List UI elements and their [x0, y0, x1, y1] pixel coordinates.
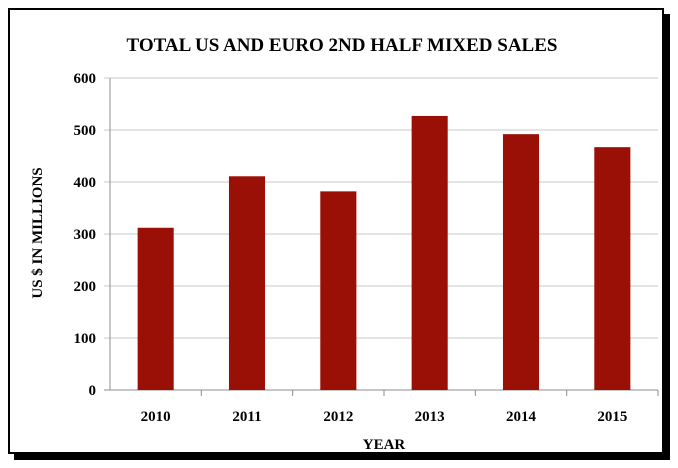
x-tick-labels: 2010 2011 2012 2013 2014 2015	[141, 390, 659, 425]
x-tick-label: 2013	[415, 409, 445, 425]
bar-2010	[137, 227, 174, 390]
y-tick-label: 200	[74, 279, 97, 295]
chart-title: TOTAL US AND EURO 2ND HALF MIXED SALES	[127, 35, 558, 56]
y-tick-label: 500	[74, 123, 97, 139]
bar-2015	[594, 147, 631, 390]
x-tick-label: 2012	[323, 409, 353, 425]
y-tick-label: 400	[74, 175, 97, 191]
bar-2012	[320, 191, 357, 390]
x-axis-label: YEAR	[363, 437, 406, 453]
bar-2013	[411, 115, 448, 391]
y-tick-label: 0	[89, 383, 97, 399]
x-tick-label: 2010	[141, 409, 171, 425]
y-tick-labels: 0 100 200 300 400 500 600	[74, 71, 97, 399]
bar-2011	[228, 176, 266, 390]
x-tick-label: 2015	[597, 409, 627, 425]
y-axis-label: US $ IN MILLIONS	[30, 167, 46, 298]
x-tick-label: 2011	[232, 409, 261, 425]
bar-2014	[502, 134, 540, 390]
x-tick-label: 2014	[506, 409, 537, 425]
bars	[137, 115, 631, 391]
y-tick-label: 100	[74, 331, 97, 347]
y-tick-label: 600	[74, 71, 97, 87]
y-tick-label: 300	[74, 227, 97, 243]
gridlines	[104, 77, 658, 391]
